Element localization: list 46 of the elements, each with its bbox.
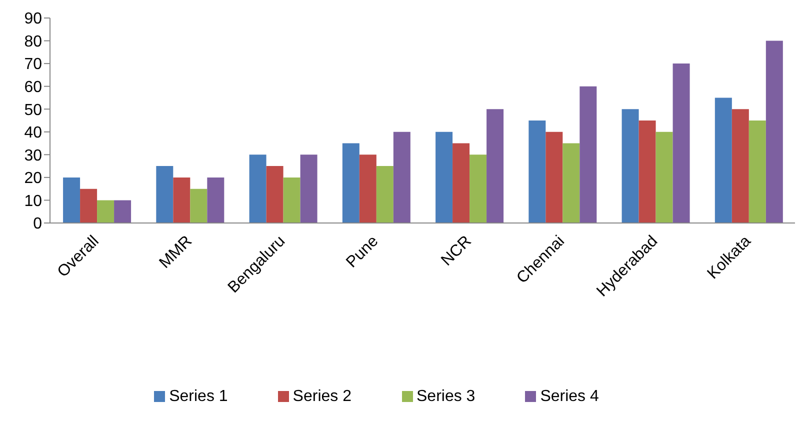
bar	[342, 143, 360, 223]
y-tick-label: 0	[33, 216, 42, 233]
bar	[436, 132, 453, 223]
legend-label: Series 2	[292, 388, 352, 405]
bar	[80, 188, 98, 223]
bar	[672, 64, 690, 223]
bar	[546, 132, 563, 223]
bar	[359, 154, 376, 223]
bar	[207, 177, 224, 223]
legend-label: Series 1	[169, 388, 228, 405]
bar	[114, 200, 132, 223]
bar	[656, 132, 673, 223]
bar	[748, 120, 766, 223]
bar	[283, 177, 300, 223]
bar	[766, 40, 783, 223]
y-tick-label: 80	[24, 33, 42, 50]
bar	[486, 109, 504, 223]
y-tick-label: 10	[24, 192, 42, 210]
bar	[190, 188, 208, 223]
y-tick-label: 40	[24, 124, 42, 142]
bar	[714, 98, 732, 223]
bar	[63, 177, 80, 223]
bar	[562, 143, 580, 223]
bar	[266, 166, 284, 223]
y-tick-label: 70	[24, 56, 42, 74]
legend-label: Series 4	[540, 388, 599, 405]
y-tick-label: 30	[24, 147, 42, 164]
bar	[622, 109, 639, 223]
bar	[300, 154, 318, 223]
y-tick-label: 90	[24, 10, 42, 28]
bar	[638, 120, 656, 223]
y-tick-label: 50	[24, 102, 42, 119]
bar	[97, 200, 114, 223]
bar	[452, 143, 470, 223]
bar	[732, 109, 749, 223]
bar	[173, 177, 190, 223]
bar	[528, 120, 546, 223]
bar	[393, 132, 410, 223]
y-tick-label: 60	[24, 79, 42, 96]
bar	[470, 154, 487, 223]
y-tick-label: 20	[24, 170, 42, 188]
bar	[580, 86, 597, 223]
bar	[156, 166, 174, 223]
bar	[376, 166, 394, 223]
bar	[249, 154, 266, 223]
legend-label: Series 3	[416, 388, 476, 405]
